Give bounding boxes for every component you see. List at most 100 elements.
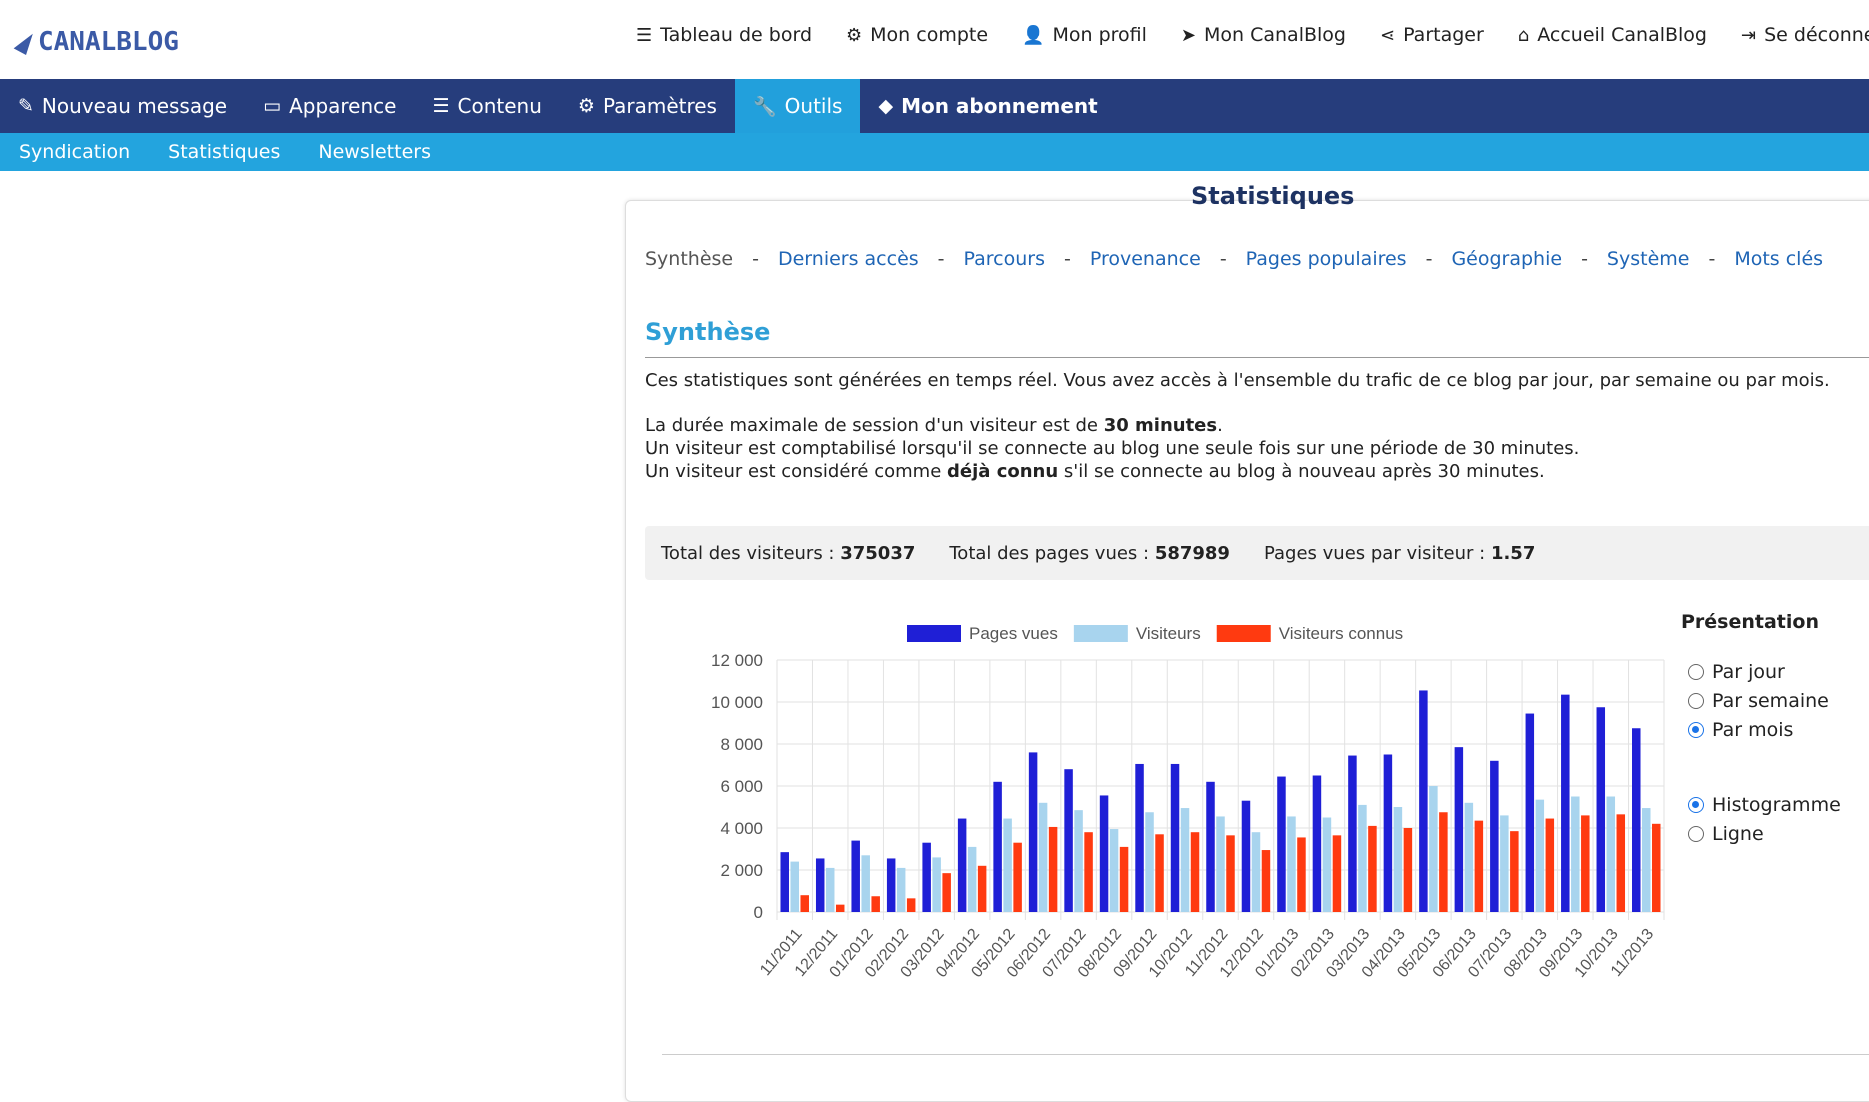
legend-label: Visiteurs xyxy=(1136,624,1201,643)
counted-text: Un visiteur est comptabilisé lorsqu'il s… xyxy=(645,438,1580,459)
radio-ligne[interactable]: Ligne xyxy=(1688,823,1764,845)
bar-pages-vues xyxy=(1277,776,1286,912)
nav-mon-canalblog[interactable]: ➤ Mon CanalBlog xyxy=(1181,24,1346,46)
stats-nav-mots-cles[interactable]: Mots clés xyxy=(1734,248,1824,270)
bar-pages-vues xyxy=(922,842,931,912)
mainnav-mon-abonnement[interactable]: ◆ Mon abonnement xyxy=(860,79,1115,133)
nav-label: Se déconnecter xyxy=(1764,24,1869,46)
radio-par-jour[interactable]: Par jour xyxy=(1688,661,1785,683)
bar-visiteurs-connus xyxy=(1155,834,1164,912)
nav-label: Mon CanalBlog xyxy=(1204,24,1346,46)
bar-visiteurs-connus xyxy=(1474,820,1484,912)
logout-icon: ⇥ xyxy=(1741,24,1757,46)
total-visitors-value: 375037 xyxy=(840,542,916,564)
y-tick-label: 10 000 xyxy=(711,693,763,712)
stats-nav-geographie[interactable]: Géographie xyxy=(1451,248,1563,270)
radio-par-semaine[interactable]: Par semaine xyxy=(1688,690,1829,712)
bar-pages-vues xyxy=(1348,755,1357,912)
known-post: s'il se connecte au blog à nouveau après… xyxy=(1058,461,1545,482)
bar-pages-vues xyxy=(780,852,789,912)
bar-pages-vues xyxy=(1596,707,1606,912)
tag-icon: ◆ xyxy=(878,95,894,117)
subnav-syndication[interactable]: Syndication xyxy=(19,141,131,163)
gear-icon: ⚙ xyxy=(577,95,595,117)
logo-text: CANALBLOG xyxy=(38,27,179,57)
known-pre: Un visiteur est considéré comme xyxy=(645,461,948,482)
bar-visiteurs-connus xyxy=(1190,832,1200,912)
bar-pages-vues xyxy=(886,858,896,912)
monitor-icon: ▭ xyxy=(263,95,282,117)
stats-nav-pages-populaires[interactable]: Pages populaires xyxy=(1245,248,1407,270)
bar-pages-vues xyxy=(957,818,967,912)
bar-visiteurs xyxy=(1074,810,1083,912)
bar-visiteurs xyxy=(1393,807,1403,912)
mainnav-parametres[interactable]: ⚙ Paramètres xyxy=(560,79,735,133)
bar-pages-vues xyxy=(1490,760,1499,912)
bar-visiteurs xyxy=(861,855,870,912)
totals-bar: Total des visiteurs : 375037 Total des p… xyxy=(645,526,1869,580)
bar-pages-vues xyxy=(1099,795,1109,912)
subnav-newsletters[interactable]: Newsletters xyxy=(318,141,431,163)
session-pre: La durée maximale de session d'un visite… xyxy=(645,415,1104,436)
bar-pages-vues xyxy=(1525,713,1535,912)
radio-label: Par jour xyxy=(1712,661,1785,683)
total-pageviews-value: 587989 xyxy=(1154,542,1230,564)
subnav-statistiques[interactable]: Statistiques xyxy=(168,141,281,163)
radio-histogramme[interactable]: Histogramme xyxy=(1688,794,1841,816)
mainnav-contenu[interactable]: ☰ Contenu xyxy=(414,79,559,133)
nav-tableau-de-bord[interactable]: ☰ Tableau de bord xyxy=(636,24,812,46)
tools-subnav: Syndication Statistiques Newsletters xyxy=(0,133,1869,171)
bar-visiteurs-connus xyxy=(800,895,809,912)
bar-visiteurs-connus xyxy=(1368,825,1377,912)
content-panel xyxy=(625,200,1869,1102)
stats-nav-systeme[interactable]: Système xyxy=(1606,248,1690,270)
mainnav-label: Outils xyxy=(784,94,843,118)
bar-visiteurs-connus xyxy=(835,904,845,912)
bar-visiteurs-connus xyxy=(1119,846,1129,912)
stats-nav-separator: - xyxy=(1064,248,1071,270)
stats-nav-provenance[interactable]: Provenance xyxy=(1089,248,1201,270)
radio-circle xyxy=(1688,797,1704,813)
total-visitors-label: Total des visiteurs : xyxy=(661,542,841,564)
bar-visiteurs-connus xyxy=(1581,815,1590,912)
legend-swatch xyxy=(907,625,961,642)
known-text: Un visiteur est considéré comme déjà con… xyxy=(645,461,1545,482)
nav-mon-profil[interactable]: 👤 Mon profil xyxy=(1022,24,1147,46)
bar-visiteurs xyxy=(1180,808,1190,912)
nav-partager[interactable]: ⋖ Partager xyxy=(1380,24,1484,46)
bar-visiteurs xyxy=(825,867,835,912)
bar-pages-vues xyxy=(1028,752,1038,912)
y-tick-label: 2 000 xyxy=(720,861,763,880)
bar-visiteurs xyxy=(1216,816,1225,912)
y-tick-label: 8 000 xyxy=(720,735,763,754)
mainnav-apparence[interactable]: ▭ Apparence xyxy=(245,79,414,133)
radio-circle xyxy=(1688,664,1704,680)
home-icon: ⌂ xyxy=(1517,24,1530,46)
canalblog-logo[interactable]: CANALBLOG xyxy=(13,22,179,62)
bar-pages-vues xyxy=(1632,728,1641,912)
stats-nav: Synthèse - Derniers accès - Parcours - P… xyxy=(645,248,1823,270)
known-bold: déjà connu xyxy=(947,461,1059,482)
bar-visiteurs-connus xyxy=(1403,828,1413,912)
mainnav-label: Mon abonnement xyxy=(901,94,1098,118)
bar-visiteurs xyxy=(1429,786,1438,912)
mainnav-nouveau-message[interactable]: ✎ Nouveau message xyxy=(0,79,245,133)
nav-se-deconnecter[interactable]: ⇥ Se déconnecter xyxy=(1741,24,1869,46)
radio-circle xyxy=(1688,693,1704,709)
bar-visiteurs-connus xyxy=(1013,842,1022,912)
quill-icon xyxy=(13,29,37,55)
section-title: Synthèse xyxy=(645,318,771,346)
radio-par-mois[interactable]: Par mois xyxy=(1688,719,1793,741)
stats-nav-derniers-acces[interactable]: Derniers accès xyxy=(777,248,919,270)
account-nav: ☰ Tableau de bord ⚙ Mon compte 👤 Mon profil… xyxy=(636,24,1869,46)
nav-accueil-canalblog[interactable]: ⌂ Accueil CanalBlog xyxy=(1518,24,1707,46)
bar-visiteurs-connus xyxy=(1616,814,1626,912)
bar-pages-vues xyxy=(1064,769,1073,912)
mainnav-outils[interactable]: 🔧 Outils xyxy=(734,79,861,133)
bar-visiteurs xyxy=(1038,802,1048,912)
stats-nav-parcours[interactable]: Parcours xyxy=(963,248,1045,270)
bar-visiteurs-connus xyxy=(1297,837,1306,912)
bar-visiteurs-connus xyxy=(942,873,951,912)
nav-mon-compte[interactable]: ⚙ Mon compte xyxy=(846,24,988,46)
